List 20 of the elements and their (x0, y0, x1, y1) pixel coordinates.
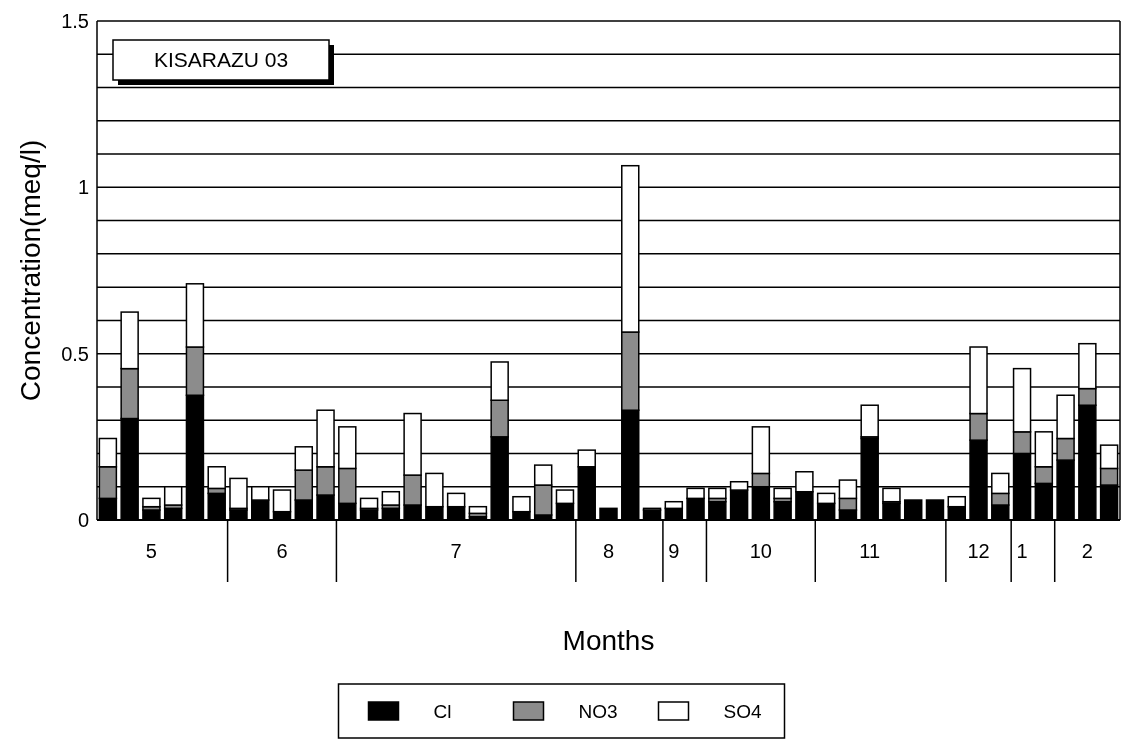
x-tick-label: 10 (749, 540, 772, 562)
legend-label: Cl (433, 700, 452, 722)
legend-label: NO3 (578, 700, 618, 722)
y-axis-title: Concentration(meq/l) (15, 139, 46, 402)
y-tick-label: 0.5 (61, 342, 89, 365)
text: KISARAZU 03 (153, 48, 289, 72)
x-tick-label: 9 (668, 540, 680, 562)
y-tick-label: 1.5 (61, 10, 89, 32)
y-tick-label: 1 (77, 176, 89, 199)
x-tick-label: 2 (1081, 540, 1093, 562)
x-tick-label: 1 (1016, 540, 1028, 562)
x-tick-label: 7 (450, 540, 462, 562)
x-tick-label: 6 (276, 540, 288, 562)
x-tick-label: 11 (859, 540, 881, 562)
x-axis-title: Months (562, 625, 655, 656)
x-tick-label: 5 (145, 540, 157, 562)
x-tick-label: 8 (602, 540, 615, 562)
x-tick-label: 12 (967, 540, 990, 562)
y-tick-label: 0 (77, 509, 89, 531)
legend-label: SO4 (723, 700, 762, 722)
